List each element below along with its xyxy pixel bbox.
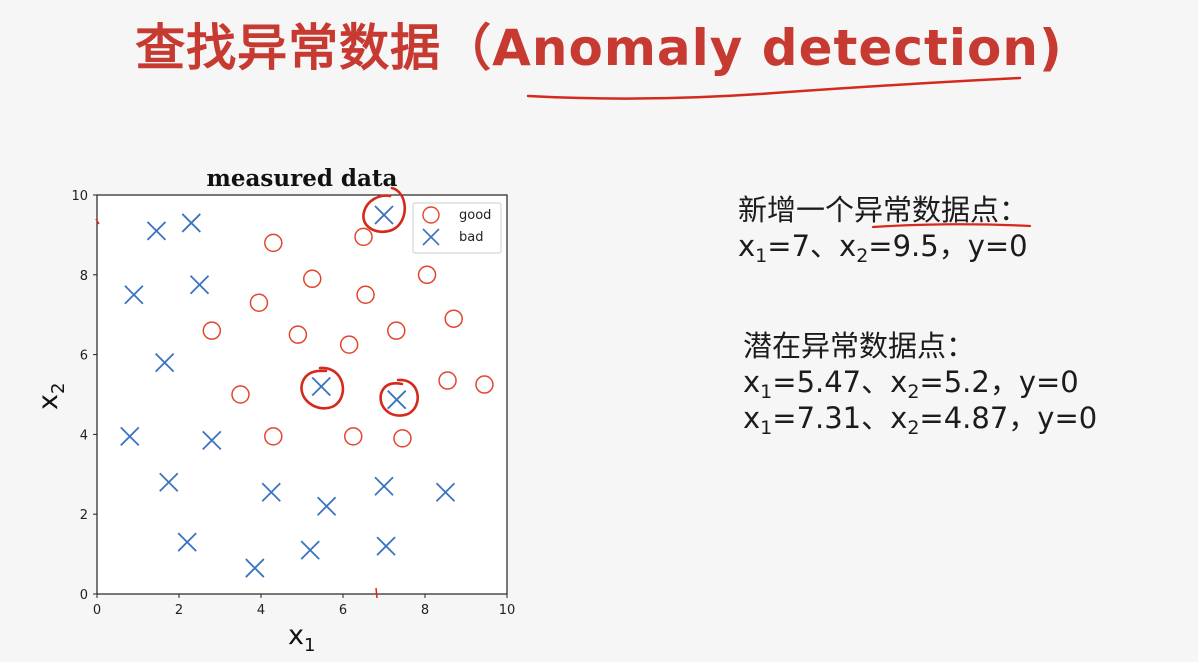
bad-point <box>159 472 179 492</box>
bad-point <box>300 540 320 560</box>
potential-points-info: 潜在异常数据点： x1=5.47、x2=5.2，y=0 x1=7.31、x2=4… <box>743 328 1098 439</box>
legend-bad-label: bad <box>459 230 483 245</box>
good-point <box>356 285 375 304</box>
good-point <box>264 427 283 446</box>
good-point <box>417 265 437 285</box>
bad-point <box>435 482 456 502</box>
bad-point <box>316 496 337 516</box>
y-tick-label: 0 <box>80 588 88 603</box>
x-tick-label: 10 <box>499 603 516 618</box>
y-tick-label: 2 <box>80 508 88 523</box>
y-tick-label: 4 <box>80 428 88 443</box>
good-point <box>202 321 222 340</box>
good-point <box>387 321 406 340</box>
chart-title: measured data <box>207 165 398 192</box>
good-point <box>231 385 250 404</box>
bad-point <box>124 285 144 305</box>
good-point <box>264 233 283 253</box>
bad-point <box>146 221 167 241</box>
x-tick-label: 8 <box>421 603 429 618</box>
bad-point <box>376 536 396 556</box>
y-axis-label: x2 <box>33 383 69 410</box>
bad-point <box>155 352 175 373</box>
y-tick-label: 6 <box>80 349 88 364</box>
good-point <box>475 375 494 394</box>
x-axis-label: x1 <box>288 620 315 656</box>
x-tick-label: 6 <box>339 603 347 618</box>
good-point <box>288 325 308 344</box>
good-point <box>444 309 463 328</box>
slide-title: 查找异常数据（Anomaly detection) <box>135 19 1063 77</box>
bad-point <box>245 558 265 578</box>
axis-ticks: 0 2 4 6 8 10 0 2 4 6 8 10 <box>71 189 515 618</box>
good-point <box>344 427 363 446</box>
bad-point <box>374 476 394 496</box>
bad-point <box>181 213 201 233</box>
bad-point <box>261 482 281 502</box>
chart-legend: good bad <box>412 202 502 254</box>
legend-good-label: good <box>459 208 491 223</box>
legend-good-marker <box>422 206 440 224</box>
y-tick-label: 10 <box>71 189 88 204</box>
new-point-info: 新增一个异常数据点： x1=7、x2=9.5，y=0 <box>738 192 1029 267</box>
y-tick-label: 8 <box>80 269 88 284</box>
good-point <box>303 269 322 289</box>
plot-frame <box>96 194 508 595</box>
potential-point-2: x1=7.31、x2=4.87，y=0 <box>743 401 1098 439</box>
bad-point <box>202 430 222 451</box>
bad-point <box>189 275 210 295</box>
new-point-values: x1=7、x2=9.5，y=0 <box>738 229 1028 267</box>
bad-point <box>120 426 140 447</box>
good-point <box>249 293 269 312</box>
legend-bad-marker <box>422 228 440 246</box>
good-point <box>339 335 359 354</box>
potential-point-1: x1=5.47、x2=5.2，y=0 <box>743 365 1079 403</box>
x-tick-label: 2 <box>175 603 183 618</box>
x-tick-label: 4 <box>257 603 265 618</box>
new-point-heading: 新增一个异常数据点： <box>738 193 1029 227</box>
potential-heading: 潜在异常数据点： <box>743 329 976 363</box>
bad-point <box>177 532 197 552</box>
x-tick-label: 0 <box>93 603 101 618</box>
good-point <box>438 371 457 390</box>
good-point <box>393 429 412 448</box>
